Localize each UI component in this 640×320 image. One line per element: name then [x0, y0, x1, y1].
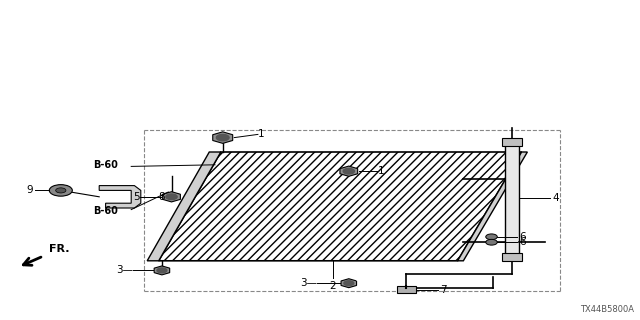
Polygon shape	[163, 192, 180, 202]
Polygon shape	[340, 166, 358, 176]
Polygon shape	[99, 186, 141, 208]
Bar	[505, 142, 519, 256]
Polygon shape	[343, 168, 355, 174]
Text: 6: 6	[519, 232, 525, 242]
Polygon shape	[166, 194, 177, 200]
Circle shape	[486, 239, 497, 245]
Circle shape	[49, 185, 72, 196]
Text: 8: 8	[159, 192, 165, 202]
Text: 1: 1	[258, 129, 264, 140]
Bar	[502, 138, 522, 146]
Text: Honda: Honda	[303, 195, 375, 215]
Text: 3—: 3—	[116, 265, 133, 276]
Bar	[502, 253, 522, 261]
Polygon shape	[212, 132, 233, 143]
Text: TX44B5800A: TX44B5800A	[580, 305, 634, 314]
Text: B-60: B-60	[93, 160, 118, 170]
Text: FR.: FR.	[49, 244, 69, 254]
Text: 5: 5	[133, 192, 140, 202]
Text: 3—: 3—	[300, 278, 317, 288]
Circle shape	[486, 234, 497, 240]
Polygon shape	[458, 152, 527, 261]
Text: 4: 4	[552, 193, 559, 204]
Text: 9: 9	[27, 185, 33, 196]
Text: 6: 6	[519, 237, 525, 247]
Text: 1: 1	[378, 166, 384, 176]
Bar	[397, 286, 416, 293]
Polygon shape	[147, 152, 221, 261]
Polygon shape	[154, 266, 170, 275]
Text: 7: 7	[440, 285, 447, 295]
Text: 2: 2	[330, 281, 336, 291]
Text: B-60: B-60	[93, 206, 118, 216]
Polygon shape	[216, 134, 229, 141]
Polygon shape	[159, 152, 522, 261]
Circle shape	[56, 188, 66, 193]
Polygon shape	[157, 268, 167, 273]
Polygon shape	[344, 281, 354, 286]
Polygon shape	[341, 279, 356, 288]
